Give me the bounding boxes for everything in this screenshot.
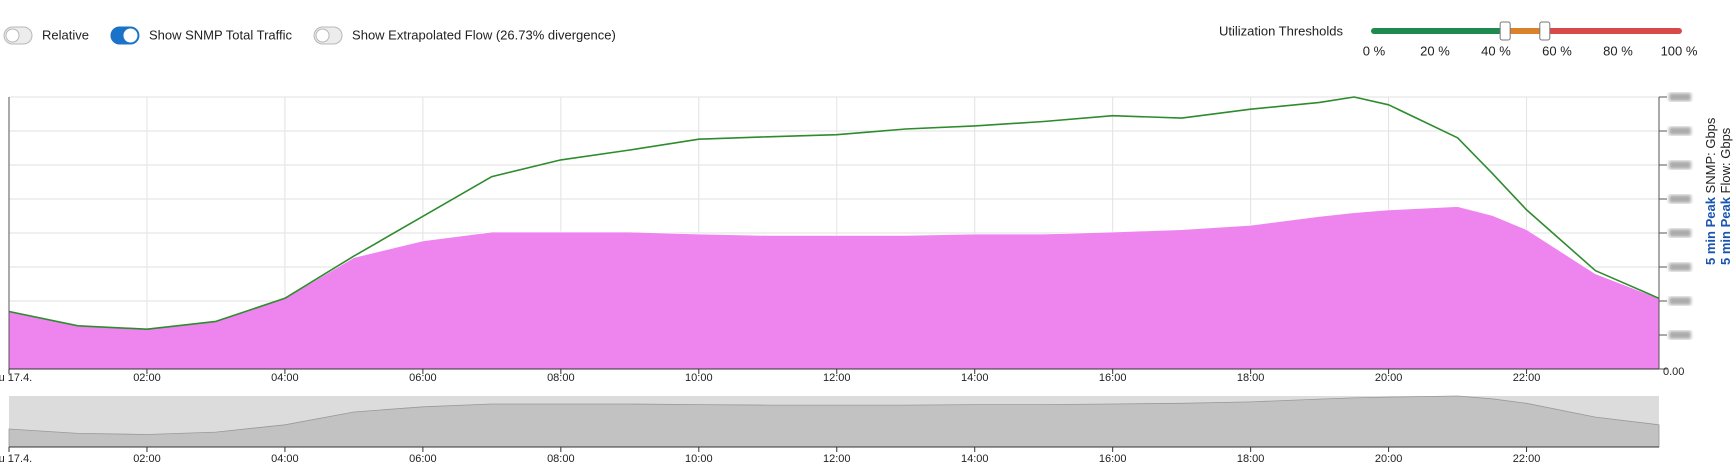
x-tick-label: 20:00 xyxy=(1375,372,1403,384)
threshold-scale-label: 60 % xyxy=(1542,43,1572,58)
x-tick-label: 16:00 xyxy=(1099,372,1127,384)
navigator-tick-label: 20:00 xyxy=(1375,453,1403,465)
threshold-handle[interactable] xyxy=(1539,21,1551,41)
y-tick-label-blurred xyxy=(1669,127,1691,135)
toggle-knob xyxy=(123,28,138,43)
navigator-tick-label: 06:00 xyxy=(409,453,437,465)
y-axis-title-text: SNMP: Gbps xyxy=(1703,117,1718,193)
x-tick-label: 12:00 xyxy=(823,372,851,384)
x-tick-label: 06:00 xyxy=(409,372,437,384)
navigator-tick-label: 22:00 xyxy=(1513,453,1541,465)
toggle[interactable]: Relative xyxy=(3,26,89,45)
threshold-scale-label: 20 % xyxy=(1420,43,1450,58)
area xyxy=(8,206,1660,370)
y-axis-title-peak: 5 min Peak xyxy=(1703,196,1718,265)
navigator-tick-label: 16:00 xyxy=(1099,453,1127,465)
navigator-tick-label: 18:00 xyxy=(1237,453,1265,465)
navigator-tick-label: Thu 17.4. xyxy=(0,453,32,465)
x-tick-label: 02:00 xyxy=(133,372,161,384)
y-axis-title: 5 min Peak Flow: Gbps xyxy=(1718,127,1733,265)
x-tick-label: 14:00 xyxy=(961,372,989,384)
y-tick-label-blurred xyxy=(1669,297,1691,305)
toggle-knob xyxy=(315,28,330,43)
y-tick-label-blurred xyxy=(1669,331,1691,339)
y-tick-label: 0.00 xyxy=(1663,366,1684,378)
y-axis-title: 5 min Peak SNMP: Gbps xyxy=(1703,117,1718,265)
x-tick-label: 10:00 xyxy=(685,372,713,384)
thresholds-title: Utilization Thresholds xyxy=(1219,23,1344,38)
y-axis-title-peak: 5 min Peak xyxy=(1718,196,1733,265)
x-tick-label: 08:00 xyxy=(547,372,575,384)
y-axis-title-text: Flow: Gbps xyxy=(1718,127,1733,193)
y-tick-label-blurred xyxy=(1669,195,1691,203)
x-tick-label: 18:00 xyxy=(1237,372,1265,384)
navigator-tick-label: 14:00 xyxy=(961,453,989,465)
line xyxy=(8,96,1660,330)
threshold-scale-label: 100 % xyxy=(1661,43,1698,58)
toggle-label: Relative xyxy=(42,27,89,42)
navigator-tick-label: 04:00 xyxy=(271,453,299,465)
toggle-label: Show Extrapolated Flow (26.73% divergenc… xyxy=(352,27,616,42)
x-tick-label: 22:00 xyxy=(1513,372,1541,384)
threshold-handle[interactable] xyxy=(1499,21,1511,41)
y-tick-label-blurred xyxy=(1669,93,1691,101)
x-tick-label: 04:00 xyxy=(271,372,299,384)
y-tick-label-blurred xyxy=(1669,263,1691,271)
navigator-area xyxy=(8,395,1660,448)
x-tick-label: Thu 17.4. xyxy=(0,372,32,384)
y-tick-label-blurred xyxy=(1669,229,1691,237)
navigator-tick-label: 02:00 xyxy=(133,453,161,465)
threshold-scale-label: 40 % xyxy=(1481,43,1511,58)
navigator-tick-label: 08:00 xyxy=(547,453,575,465)
toggle-label: Show SNMP Total Traffic xyxy=(149,27,293,42)
y-tick-label-blurred xyxy=(1669,161,1691,169)
threshold-scale-label: 0 % xyxy=(1363,43,1386,58)
navigator-tick-label: 12:00 xyxy=(823,453,851,465)
navigator-tick-label: 10:00 xyxy=(685,453,713,465)
toggle[interactable]: Show Extrapolated Flow (26.73% divergenc… xyxy=(313,26,616,45)
toggle-knob xyxy=(5,28,20,43)
threshold-scale-label: 80 % xyxy=(1603,43,1633,58)
toggle[interactable]: Show SNMP Total Traffic xyxy=(110,26,293,45)
